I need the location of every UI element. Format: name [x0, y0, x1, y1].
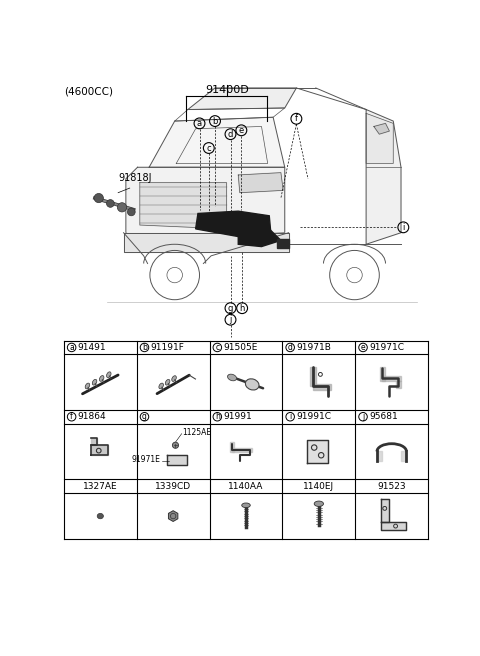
Text: g: g	[142, 412, 147, 421]
Text: 1327AE: 1327AE	[83, 482, 118, 491]
Text: d: d	[228, 130, 233, 138]
Polygon shape	[230, 442, 234, 452]
Polygon shape	[381, 522, 406, 530]
Polygon shape	[126, 167, 285, 240]
Ellipse shape	[245, 379, 259, 390]
Polygon shape	[307, 440, 328, 463]
Polygon shape	[401, 451, 407, 461]
Text: b: b	[142, 343, 147, 352]
Polygon shape	[396, 380, 401, 388]
Polygon shape	[91, 438, 97, 445]
Text: g: g	[228, 304, 233, 313]
Text: 91523: 91523	[377, 482, 406, 491]
Text: c: c	[206, 144, 211, 152]
Circle shape	[117, 203, 127, 212]
Text: 91971C: 91971C	[369, 343, 404, 352]
Text: 91971B: 91971B	[296, 343, 331, 352]
Polygon shape	[366, 113, 393, 163]
Text: i: i	[402, 223, 405, 232]
Polygon shape	[277, 239, 288, 248]
Circle shape	[172, 442, 179, 448]
Text: 91991C: 91991C	[296, 412, 331, 421]
Ellipse shape	[159, 383, 164, 389]
Text: c: c	[215, 343, 219, 352]
Text: 1140EJ: 1140EJ	[303, 482, 335, 491]
Polygon shape	[377, 451, 383, 461]
Polygon shape	[380, 367, 385, 380]
Text: 91971E: 91971E	[132, 455, 161, 464]
Text: a: a	[197, 119, 202, 128]
Polygon shape	[310, 367, 316, 386]
Text: j: j	[229, 316, 232, 324]
Ellipse shape	[92, 379, 97, 385]
Text: 91505E: 91505E	[224, 343, 258, 352]
Text: j: j	[362, 412, 364, 421]
Text: 91864: 91864	[78, 412, 107, 421]
Polygon shape	[238, 173, 283, 193]
Polygon shape	[167, 455, 187, 465]
Circle shape	[107, 199, 114, 207]
Ellipse shape	[242, 503, 250, 508]
Text: a: a	[69, 343, 74, 352]
Text: 95681: 95681	[369, 412, 398, 421]
Polygon shape	[374, 123, 389, 134]
Ellipse shape	[172, 376, 176, 381]
Text: f: f	[295, 114, 298, 123]
Ellipse shape	[228, 374, 237, 380]
Ellipse shape	[99, 376, 104, 381]
Text: h: h	[240, 304, 245, 313]
Text: e: e	[360, 343, 365, 352]
Polygon shape	[123, 233, 288, 252]
Text: f: f	[70, 412, 73, 421]
Polygon shape	[168, 510, 178, 522]
Polygon shape	[366, 110, 401, 244]
Text: 91491: 91491	[78, 343, 107, 352]
Circle shape	[94, 194, 103, 203]
Text: 91991: 91991	[224, 412, 252, 421]
Text: h: h	[215, 412, 220, 421]
Text: 1339CD: 1339CD	[155, 482, 191, 491]
Polygon shape	[312, 384, 331, 390]
Text: e: e	[239, 126, 244, 135]
Text: b: b	[212, 117, 218, 125]
Polygon shape	[238, 229, 281, 247]
Polygon shape	[232, 447, 252, 452]
Ellipse shape	[85, 383, 90, 389]
Ellipse shape	[165, 379, 170, 385]
Text: 1125AE: 1125AE	[182, 428, 212, 437]
Text: (4600CC): (4600CC)	[64, 87, 113, 96]
Ellipse shape	[314, 501, 324, 506]
Text: 1140AA: 1140AA	[228, 482, 264, 491]
Text: i: i	[289, 412, 291, 421]
Text: 91818J: 91818J	[118, 173, 152, 182]
Polygon shape	[196, 211, 271, 237]
Polygon shape	[383, 376, 401, 380]
Polygon shape	[140, 182, 227, 229]
Polygon shape	[91, 445, 108, 455]
Polygon shape	[381, 499, 389, 522]
Polygon shape	[188, 88, 296, 110]
Text: d: d	[288, 343, 293, 352]
Ellipse shape	[97, 514, 103, 519]
Polygon shape	[149, 117, 285, 167]
Ellipse shape	[107, 372, 111, 378]
Circle shape	[127, 208, 135, 216]
Text: 91400D: 91400D	[205, 85, 249, 95]
Text: 91191F: 91191F	[151, 343, 184, 352]
